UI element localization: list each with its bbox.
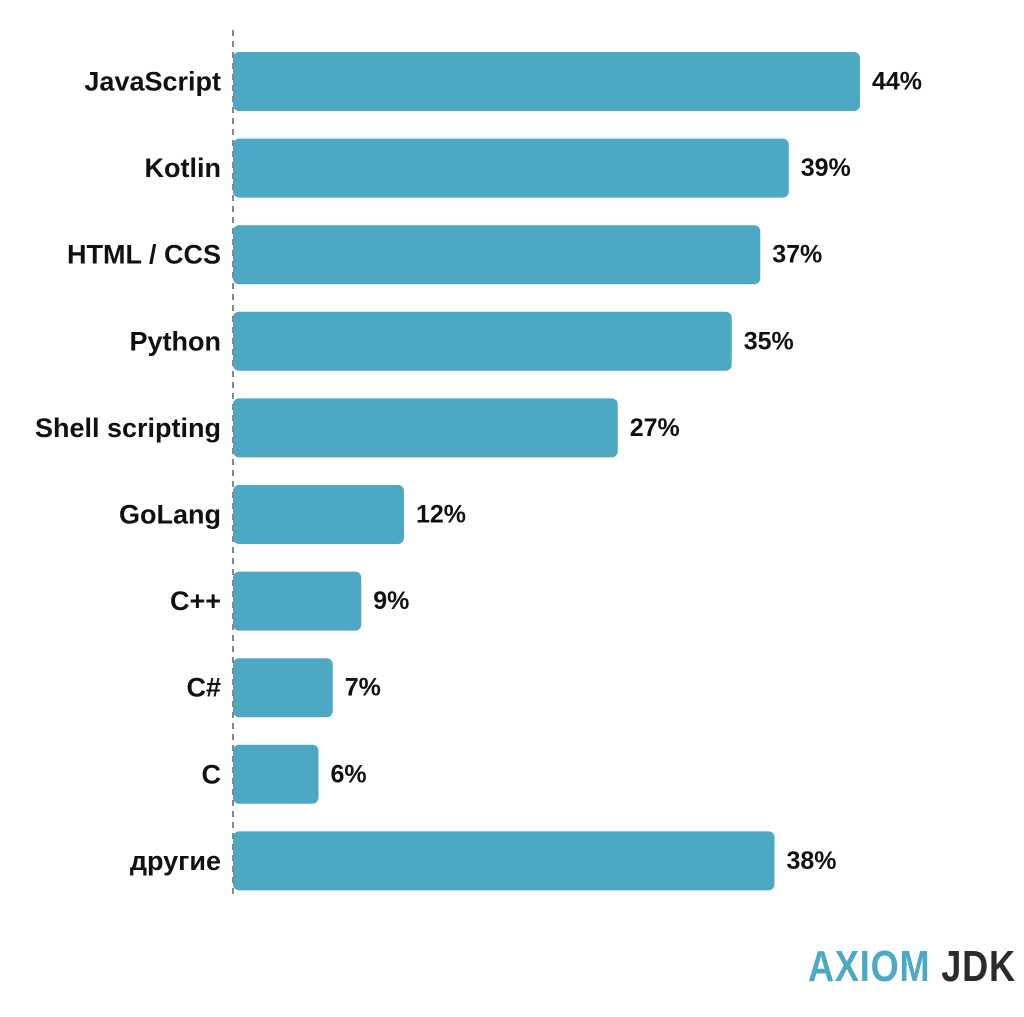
value-label-javascript: 44% (872, 68, 922, 96)
value-label-golang: 12% (416, 501, 466, 529)
value-label-html-ccs: 37% (772, 241, 822, 269)
value-label-shell-scripting: 27% (630, 414, 680, 442)
axiom-jdk-logo: AXIOM JDK (808, 942, 1016, 992)
bar-golang (233, 485, 404, 544)
category-label-javascript: JavaScript (84, 67, 221, 97)
bar-shell-scripting (233, 398, 618, 458)
logo-word-jdk: JDK (941, 942, 1016, 991)
value-label-другие: 38% (787, 847, 837, 875)
category-label-golang: GoLang (119, 500, 221, 530)
value-label-kotlin: 39% (801, 154, 851, 182)
bar-c (233, 744, 319, 804)
bar-javascript (233, 52, 860, 111)
bar-html-ccs (233, 225, 761, 285)
category-label-c: C (202, 759, 222, 789)
category-label-shell-scripting: Shell scripting (35, 413, 221, 443)
bar-python (233, 311, 732, 371)
category-label-другие: другие (130, 846, 221, 876)
bars-group (233, 52, 860, 891)
bar-другие (233, 831, 775, 891)
category-label-kotlin: Kotlin (145, 153, 221, 183)
bar-c (233, 571, 362, 631)
value-label-c: 7% (345, 674, 381, 702)
value-label-c: 9% (373, 587, 409, 615)
bar-kotlin (233, 138, 789, 198)
category-label-python: Python (130, 326, 222, 356)
category-label-html-ccs: HTML / CCS (67, 240, 221, 270)
labels-group: JavaScript 44% Kotlin 39% HTML / CCS 37% Pytho… (35, 67, 922, 876)
value-label-c: 6% (331, 760, 367, 788)
category-label-c: C++ (170, 586, 221, 616)
logo-word-axiom: AXIOM (808, 942, 931, 991)
bar-chart: JavaScript 44% Kotlin 39% HTML / CCS 37% Pytho… (35, 30, 922, 895)
category-label-c: C# (186, 673, 221, 703)
value-label-python: 35% (744, 327, 794, 355)
bar-c (233, 658, 333, 718)
